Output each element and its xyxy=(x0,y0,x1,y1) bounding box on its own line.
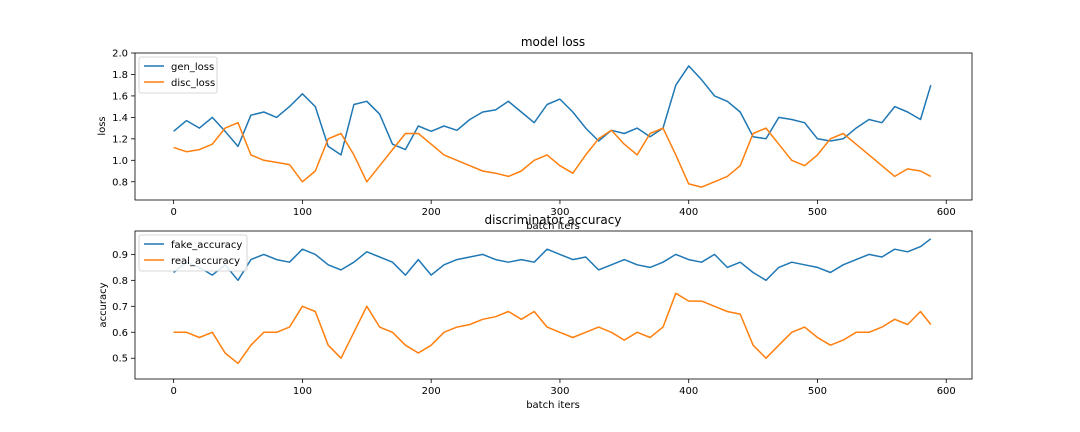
model-loss-chart: model loss 0 100 200 300 400 500 600 0.8 1.0 1.2 1… xyxy=(97,35,973,232)
y-tick-label: 2.0 xyxy=(112,49,128,60)
y-tick-label: 1.2 xyxy=(112,134,128,145)
y-axis-label: loss xyxy=(97,116,108,135)
y-tick-label: 0.8 xyxy=(112,276,128,287)
legend-label-disc-loss: disc_loss xyxy=(171,78,215,89)
x-tick-label: 100 xyxy=(293,207,312,218)
y-tick-label: 1.0 xyxy=(112,156,128,167)
x-axis-label: batch iters xyxy=(526,400,580,411)
series-line-real-accuracy xyxy=(173,292,932,365)
series-line-fake-accuracy xyxy=(173,238,932,282)
x-tick-label: 500 xyxy=(808,207,827,218)
y-tick-label: 0.9 xyxy=(112,250,128,261)
legend-label-real-accuracy: real_accuracy xyxy=(171,256,240,267)
series-line-gen-loss xyxy=(173,65,932,156)
legend-box xyxy=(138,234,248,272)
legend-label-fake-accuracy: fake_accuracy xyxy=(171,240,242,251)
y-tick-label: 0.5 xyxy=(112,354,128,365)
x-axis-label: batch iters xyxy=(526,221,580,232)
x-tick-label: 300 xyxy=(550,207,569,218)
chart-title: model loss xyxy=(521,35,585,49)
chart-title: discriminator accuracy xyxy=(485,213,622,227)
x-tick-label: 600 xyxy=(937,207,956,218)
x-tick-label: 200 xyxy=(422,386,441,397)
x-tick-label: 400 xyxy=(679,386,698,397)
axis-ticks: 0 100 200 300 400 500 600 0.5 0.6 0.7 0.8 0.9 xyxy=(112,250,956,397)
plot-area xyxy=(173,65,932,188)
x-tick-label: 100 xyxy=(293,386,312,397)
discriminator-accuracy-chart: discriminator accuracy 0 100 200 300 400 500 6… xyxy=(98,213,973,411)
x-tick-label: 200 xyxy=(422,207,441,218)
y-tick-label: 0.6 xyxy=(112,328,128,339)
y-tick-label: 0.8 xyxy=(112,177,128,188)
x-tick-label: 400 xyxy=(679,207,698,218)
y-tick-label: 1.6 xyxy=(112,91,128,102)
legend-label-gen-loss: gen_loss xyxy=(171,62,214,73)
plot-area xyxy=(173,238,932,365)
axes-frame xyxy=(134,230,973,380)
legend: gen_loss disc_loss xyxy=(138,56,218,94)
y-tick-label: 1.8 xyxy=(112,70,128,81)
y-tick-label: 1.4 xyxy=(112,113,128,124)
y-axis-label: accuracy xyxy=(98,282,109,327)
legend: fake_accuracy real_accuracy xyxy=(138,234,248,272)
y-tick-label: 0.7 xyxy=(112,302,128,313)
x-tick-label: 0 xyxy=(170,207,176,218)
axis-ticks: 0 100 200 300 400 500 600 0.8 1.0 1.2 1.4 1.6 1.8 2.0 xyxy=(112,49,956,219)
x-tick-label: 600 xyxy=(937,386,956,397)
x-tick-label: 0 xyxy=(170,386,176,397)
x-tick-label: 300 xyxy=(550,386,569,397)
x-tick-label: 500 xyxy=(808,386,827,397)
series-line-disc-loss xyxy=(173,121,932,188)
axes-frame xyxy=(134,52,973,201)
